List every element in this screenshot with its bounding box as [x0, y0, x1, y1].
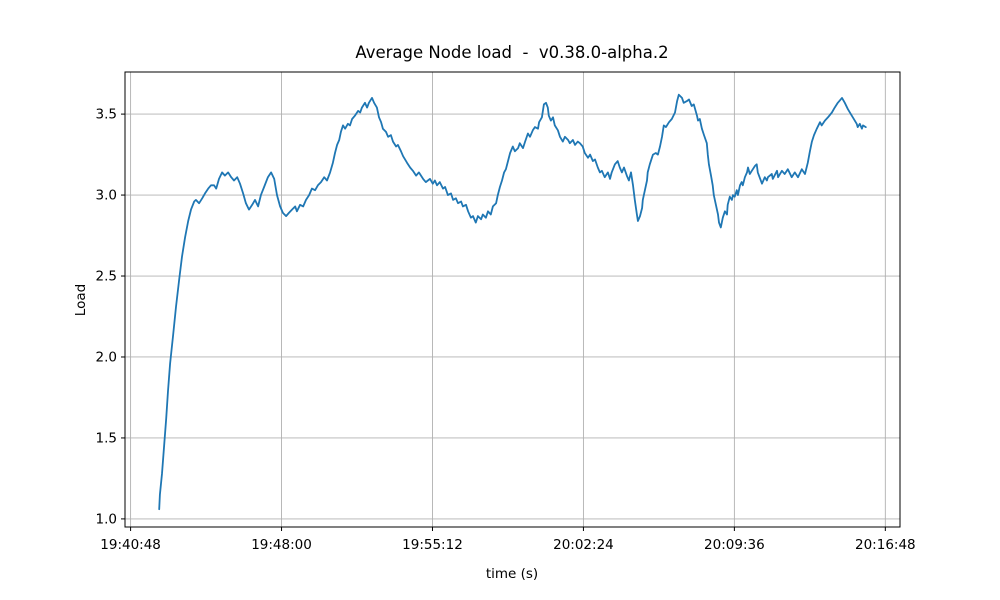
y-tick-label: 3.0 — [96, 188, 117, 204]
y-tick-label: 1.5 — [96, 430, 117, 446]
x-tick-label: 20:02:24 — [553, 537, 614, 553]
chart-title: Average Node load - v0.38.0-alpha.2 — [355, 43, 669, 62]
x-tick-label: 19:48:00 — [251, 537, 312, 553]
x-tick-label: 20:16:48 — [855, 537, 916, 553]
axes-frame — [124, 71, 901, 528]
x-tick-label: 20:09:36 — [704, 537, 765, 553]
y-tick-label: 3.5 — [96, 107, 117, 123]
x-tick-label: 19:55:12 — [402, 537, 463, 553]
y-tick-label: 2.5 — [96, 269, 117, 285]
y-tick-label: 1.0 — [96, 511, 117, 527]
x-axis-label: time (s) — [485, 566, 539, 582]
x-tick-label: 19:40:48 — [100, 537, 161, 553]
load-series-line — [158, 93, 867, 511]
y-tick-label: 2.0 — [96, 349, 117, 365]
